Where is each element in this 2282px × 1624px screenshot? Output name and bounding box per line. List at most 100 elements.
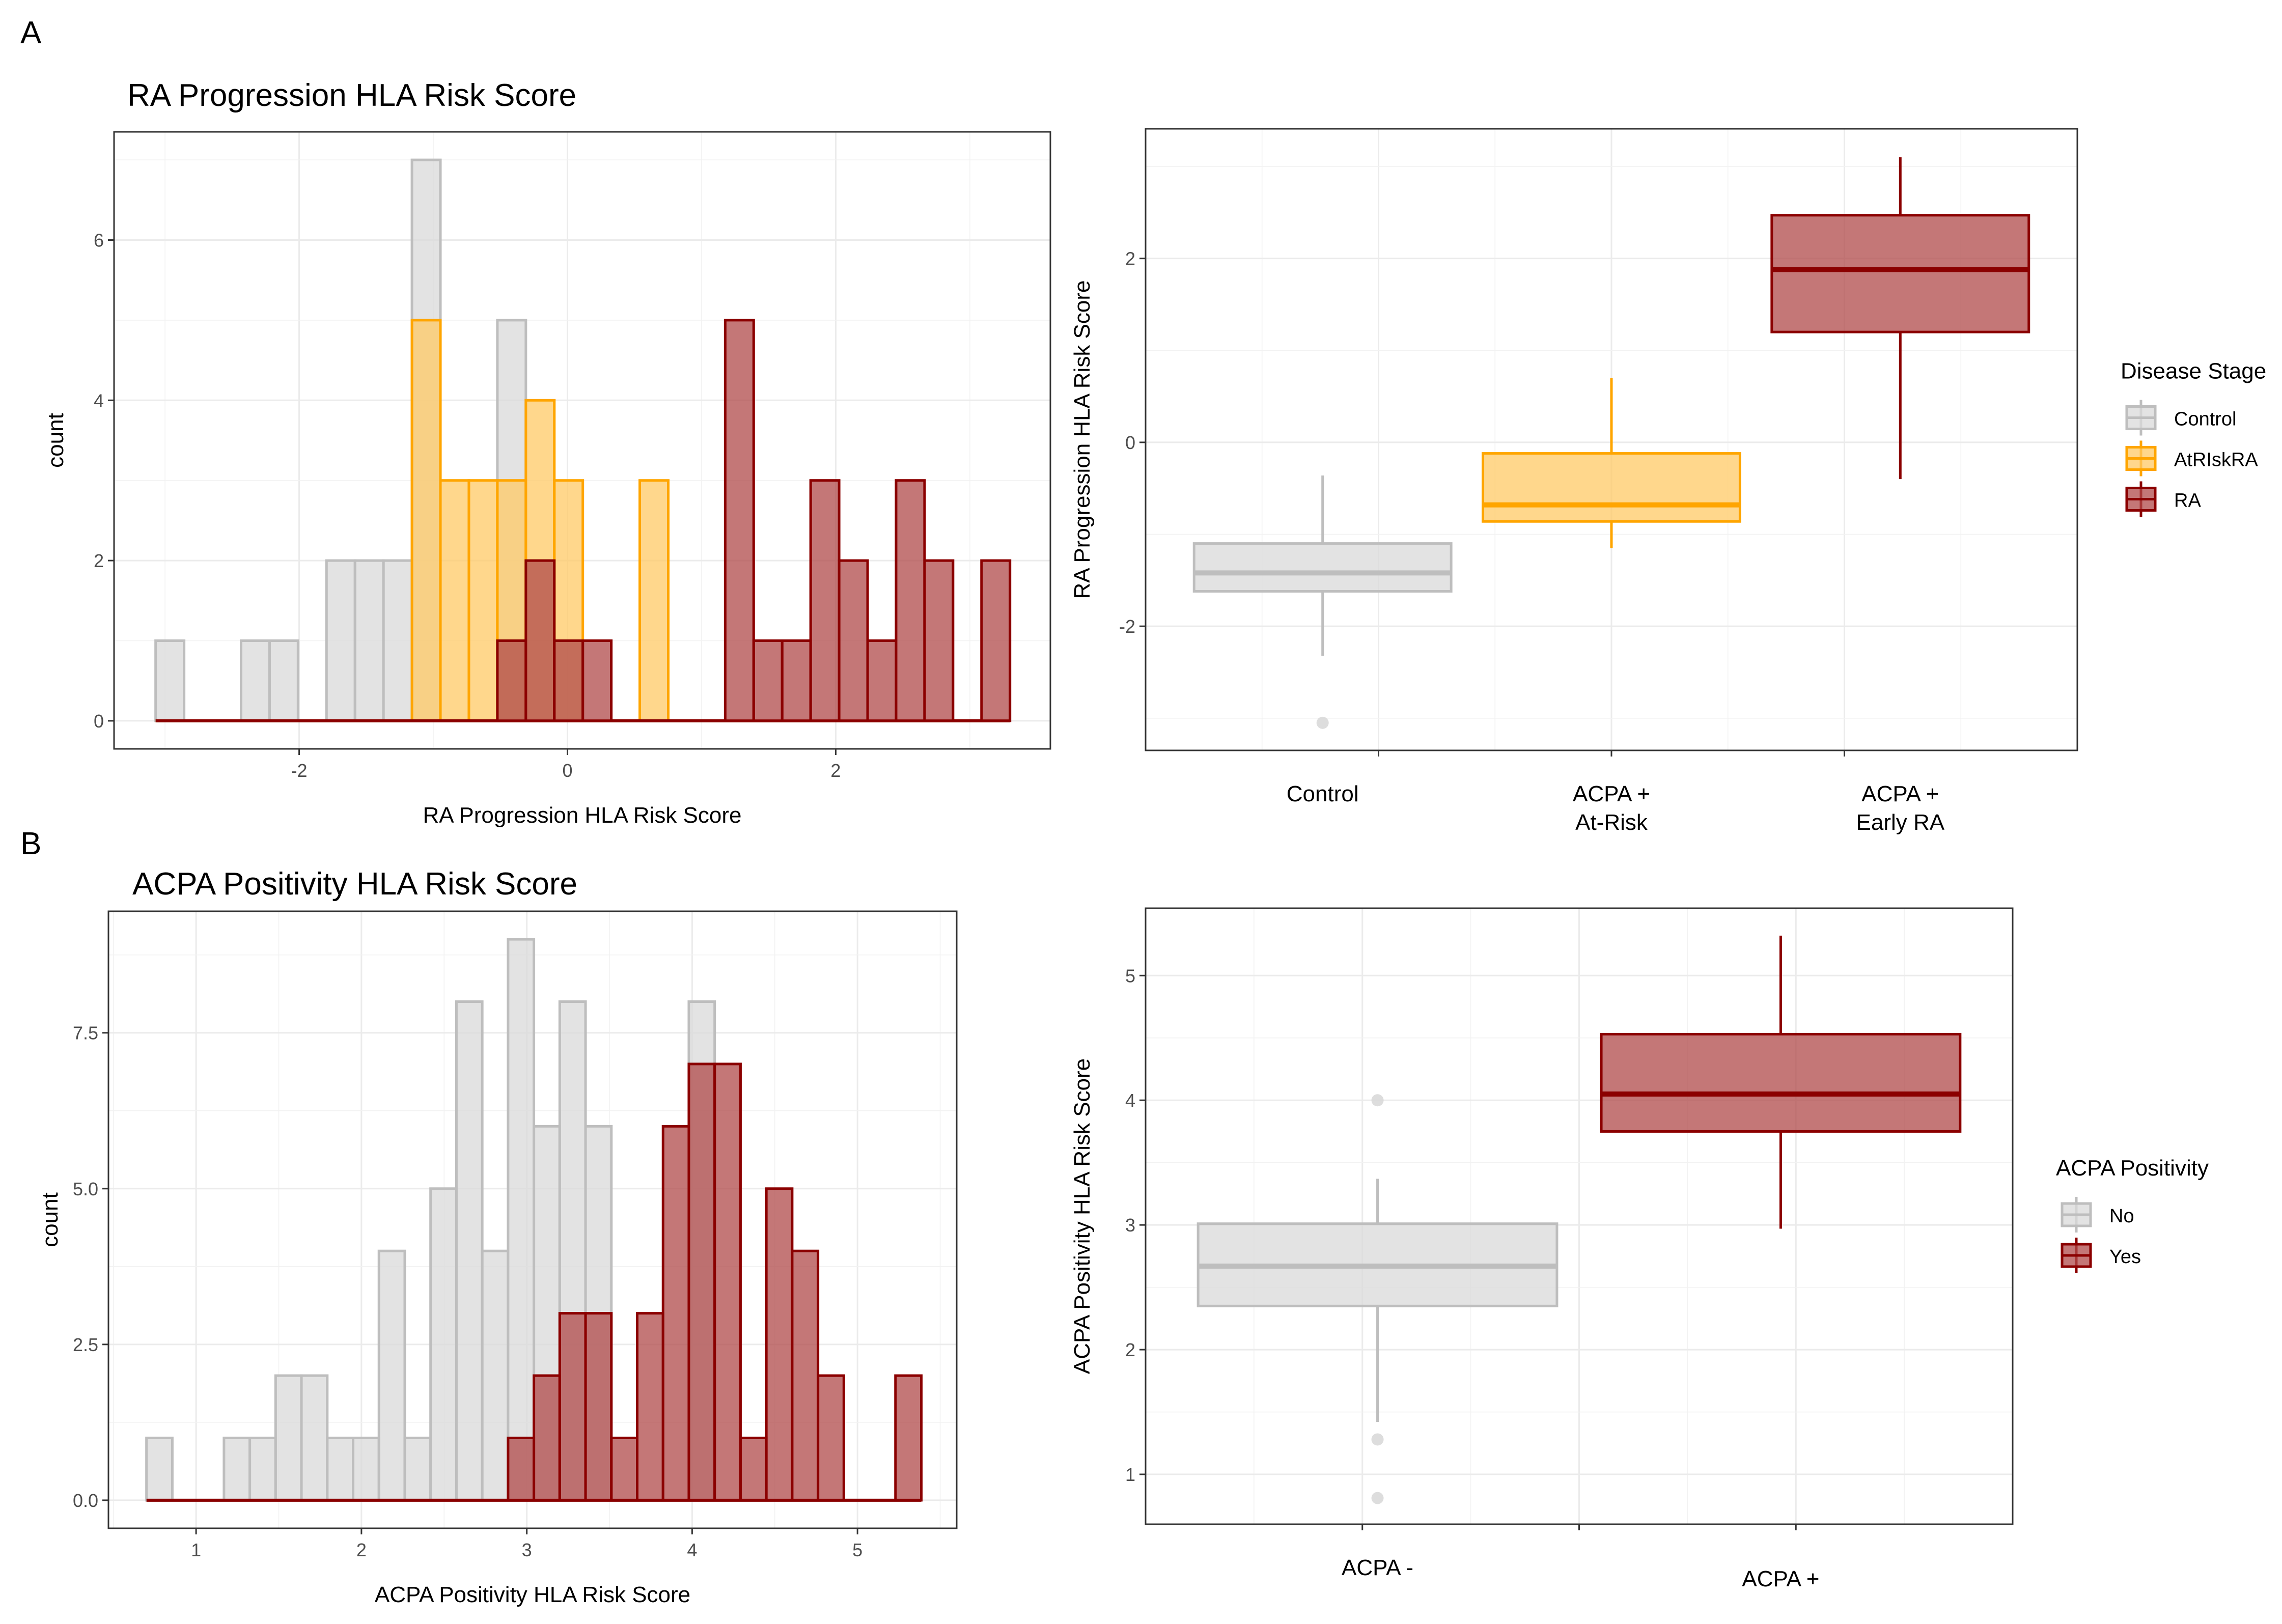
histogram-bar bbox=[268, 639, 299, 722]
histogram-bar bbox=[382, 559, 413, 722]
x-tick-label: 3 bbox=[522, 1539, 532, 1560]
x-tick-label: 1 bbox=[191, 1539, 201, 1560]
histogram-bar bbox=[300, 1374, 329, 1502]
legend-label: RA bbox=[2174, 490, 2201, 512]
panel-border bbox=[107, 910, 958, 1529]
boxplot-disease-stage: Control ACPA + At-Risk ACPA + Early RA -2 0 2 RA… bbox=[1070, 128, 2266, 835]
histogram-bar bbox=[638, 479, 670, 722]
legend-title: Disease Stage bbox=[2121, 359, 2266, 384]
y-axis-title: count bbox=[38, 1192, 63, 1247]
outlier-point bbox=[1371, 1094, 1384, 1107]
y-tick-label: 5 bbox=[1125, 965, 1135, 986]
x-tick-label: 0 bbox=[563, 760, 573, 781]
box-iqr bbox=[1770, 214, 2030, 333]
histogram-bar bbox=[507, 1436, 536, 1502]
x-category-label: ACPA + At-Risk bbox=[1573, 781, 1650, 835]
histogram-bar bbox=[326, 1436, 355, 1502]
x-axis-title: RA Progression HLA Risk Score bbox=[423, 803, 741, 828]
box-no bbox=[1196, 1094, 1559, 1504]
histogram-bar bbox=[467, 479, 499, 722]
histogram-bar bbox=[895, 479, 926, 722]
histogram-bar bbox=[866, 639, 898, 722]
histogram-bar bbox=[923, 559, 955, 722]
panel-border bbox=[113, 131, 1051, 750]
panel-letter-b: B bbox=[20, 826, 41, 861]
legend-item-atriskra: AtRIskRA bbox=[2125, 440, 2258, 477]
histogram-bar bbox=[222, 1436, 252, 1502]
outlier-point bbox=[1316, 716, 1329, 729]
histogram-bar bbox=[455, 1000, 484, 1502]
series-ra bbox=[155, 319, 1012, 722]
histogram-bar bbox=[524, 559, 556, 722]
histogram-bar bbox=[353, 559, 385, 722]
legend-title: ACPA Positivity bbox=[2056, 1156, 2209, 1181]
x-category-label: ACPA - bbox=[1342, 1555, 1413, 1580]
histogram-bar bbox=[239, 639, 271, 722]
hist-a-title: RA Progression HLA Risk Score bbox=[127, 78, 576, 113]
y-tick-label: 1 bbox=[1125, 1464, 1135, 1485]
histogram-bar bbox=[723, 319, 755, 722]
histogram-bar bbox=[481, 1249, 510, 1502]
histogram-bar bbox=[687, 1062, 716, 1502]
histogram-bar bbox=[752, 639, 784, 722]
y-tick-label: 6 bbox=[94, 230, 104, 250]
histogram-bar bbox=[325, 559, 356, 722]
x-axis-title: ACPA Positivity HLA Risk Score bbox=[375, 1582, 690, 1607]
box-ra bbox=[1770, 157, 2030, 480]
x-category-label-line: ACPA + bbox=[1742, 1566, 1819, 1591]
y-tick-label: 2 bbox=[94, 550, 104, 571]
y-tick-label: 7.5 bbox=[73, 1023, 98, 1044]
box-yes bbox=[1600, 935, 1962, 1229]
histogram-bar bbox=[377, 1249, 406, 1502]
histogram-bar bbox=[781, 639, 812, 722]
histogram-bar bbox=[809, 479, 841, 722]
histogram-bar bbox=[713, 1062, 742, 1502]
legend-item-yes: Yes bbox=[2061, 1238, 2141, 1273]
histogram-bar bbox=[248, 1436, 277, 1502]
histogram-bar bbox=[584, 1312, 613, 1502]
histogram-bar bbox=[533, 1374, 561, 1502]
outlier-point bbox=[1371, 1433, 1384, 1446]
legend-item-no: No bbox=[2061, 1197, 2134, 1233]
y-tick-label: 2.5 bbox=[73, 1334, 98, 1355]
legend-item-ra: RA bbox=[2125, 481, 2201, 517]
histogram-bar bbox=[636, 1312, 664, 1502]
histogram-bar bbox=[765, 1187, 794, 1502]
histogram-bar bbox=[894, 1374, 923, 1502]
x-category-label-line: Control bbox=[1287, 781, 1359, 806]
box-control bbox=[1192, 475, 1453, 729]
histogram-ra-progression: -2 0 2 0 2 4 6 count RA Progression HLA Risk Sco… bbox=[43, 131, 1051, 828]
y-tick-label: 2 bbox=[1125, 1339, 1135, 1360]
y-tick-label: 2 bbox=[1125, 248, 1135, 269]
histogram-bar bbox=[274, 1374, 303, 1502]
legend-item-control: Control bbox=[2125, 400, 2237, 436]
y-axis-title: ACPA Positivity HLA Risk Score bbox=[1070, 1058, 1095, 1374]
hist-b-title: ACPA Positivity HLA Risk Score bbox=[132, 866, 577, 902]
x-tick-label: 2 bbox=[830, 760, 841, 781]
x-category-label-line: ACPA - bbox=[1342, 1555, 1413, 1580]
y-tick-label: 0.0 bbox=[73, 1490, 98, 1511]
y-tick-label: 0 bbox=[94, 711, 104, 732]
histogram-bar bbox=[154, 639, 186, 722]
histogram-bar bbox=[558, 1312, 587, 1502]
legend: Disease Stage Control AtRIskRA RA bbox=[2121, 359, 2266, 517]
x-category-label: Control bbox=[1287, 781, 1359, 806]
histogram-bar bbox=[553, 639, 585, 722]
histogram-bar bbox=[439, 479, 470, 722]
series-yes bbox=[146, 1062, 923, 1502]
box-iqr bbox=[1600, 1032, 1962, 1133]
legend-label: Yes bbox=[2109, 1246, 2141, 1268]
histogram-bar bbox=[661, 1125, 690, 1502]
box-iqr bbox=[1482, 452, 1741, 523]
histogram-bar bbox=[496, 639, 527, 722]
legend-label: Control bbox=[2174, 409, 2237, 430]
histogram-bar bbox=[507, 938, 536, 1502]
panel-letter-a: A bbox=[20, 15, 42, 50]
outlier-point bbox=[1371, 1492, 1384, 1504]
x-category-label: ACPA + Early RA bbox=[1856, 781, 1945, 835]
y-axis-title: RA Progression HLA Risk Score bbox=[1070, 280, 1095, 599]
y-tick-label: 4 bbox=[1125, 1090, 1135, 1111]
histogram-bar bbox=[610, 1436, 639, 1502]
legend-label: AtRIskRA bbox=[2174, 450, 2258, 471]
